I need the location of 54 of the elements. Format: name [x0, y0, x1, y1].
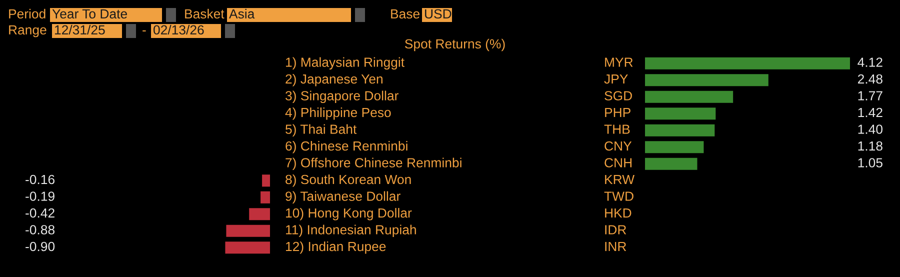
- y-tick-label: 4) Philippine Peso: [285, 107, 391, 120]
- y-tick-label: 11) Indonesian Rupiah: [286, 224, 416, 238]
- y-tick-label: MYR: [605, 58, 633, 67]
- text: Year To Date: [52, 9, 127, 19]
- text: Period: [9, 8, 46, 19]
- y-tick-label: CNY: [604, 141, 632, 151]
- y-tick-label: HKD: [605, 208, 632, 218]
- y-tick-label: 8) South Korean Won: [286, 174, 411, 187]
- y-tick-label: 10) Hong Kong Dollar: [286, 208, 412, 220]
- data-label: -0.19: [26, 192, 54, 201]
- bar: [645, 141, 704, 154]
- y-tick-label: IDR: [605, 225, 626, 234]
- data-label: -0.88: [26, 225, 54, 234]
- y-tick-label: PHP: [605, 108, 630, 118]
- data-label: -0.16: [26, 174, 54, 184]
- bar: [645, 57, 850, 70]
- y-tick-label: 9) Taiwanese Dollar: [286, 191, 400, 204]
- text: Range: [9, 25, 46, 38]
- text: 12/31/25: [55, 24, 105, 35]
- data-label: 4.12: [858, 58, 882, 67]
- bar: [645, 124, 715, 136]
- text: USD: [425, 9, 452, 19]
- y-tick-label: THB: [604, 124, 630, 134]
- text: Base: [391, 9, 420, 19]
- text: -: [142, 30, 146, 32]
- data-label: 1.77: [858, 91, 882, 100]
- y-tick-label: KRW: [605, 174, 635, 184]
- y-tick-label: INR: [605, 242, 626, 252]
- y-tick-label: 3) Singapore Dollar: [286, 90, 398, 104]
- y-tick-label: 7) Offshore Chinese Renminbi: [286, 158, 462, 170]
- text: Spot Returns (%): [405, 38, 505, 52]
- bar: [645, 90, 734, 103]
- bar: [645, 158, 698, 170]
- y-tick-label: TWD: [604, 192, 634, 201]
- y-tick-label: JPY: [604, 74, 628, 84]
- y-tick-label: 2) Japanese Yen: [286, 74, 382, 86]
- y-tick-label: 12) Indian Rupee: [286, 241, 386, 254]
- data-label: 1.40: [858, 124, 882, 134]
- data-label: 1.42: [858, 108, 882, 118]
- data-label: -0.90: [26, 242, 55, 252]
- text: Basket: [185, 8, 224, 19]
- bar: [645, 108, 716, 120]
- y-tick-label: 6) Chinese Renminbi: [286, 140, 408, 154]
- y-tick-label: 1) Malaysian Ringgit: [286, 57, 404, 70]
- bar: [645, 74, 768, 86]
- y-tick-label: CNH: [604, 158, 632, 168]
- text: 02/13/26: [154, 24, 204, 35]
- text: Asia: [229, 8, 255, 19]
- y-tick-label: 5) Thai Baht: [286, 124, 357, 137]
- data-label: 1.18: [858, 141, 882, 151]
- data-label: -0.42: [26, 208, 54, 218]
- data-label: 1.05: [858, 158, 882, 168]
- y-tick-label: SGD: [604, 91, 632, 100]
- data-label: 2.48: [858, 74, 882, 84]
